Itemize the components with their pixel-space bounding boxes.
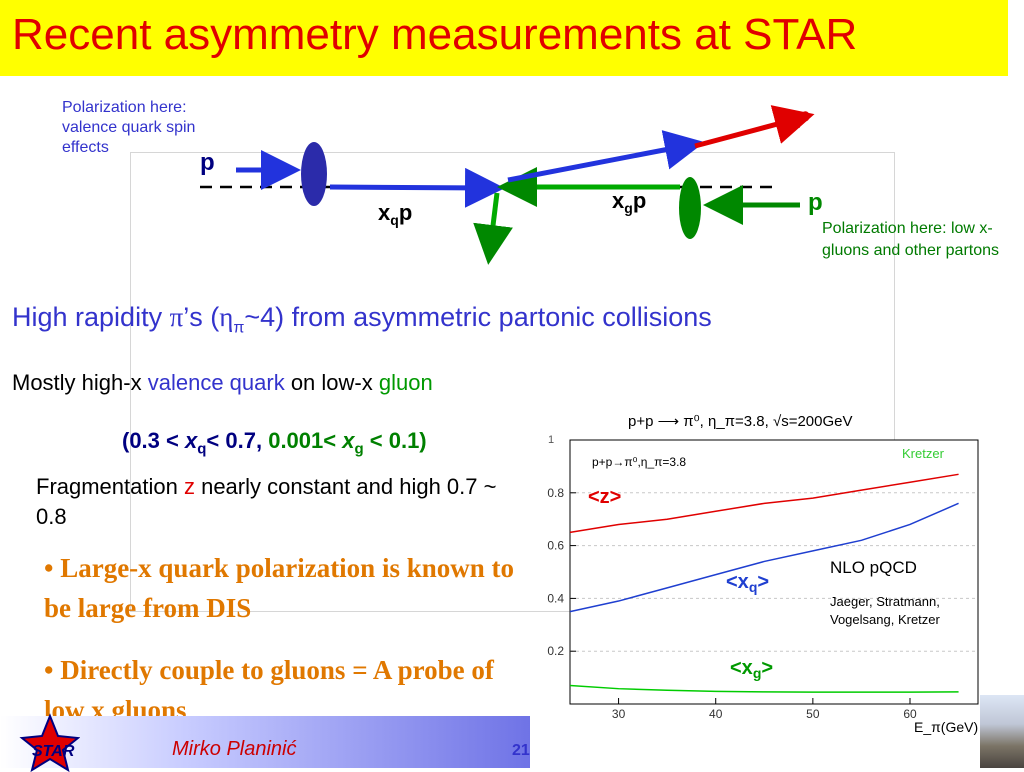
xqp-label: xqp bbox=[378, 200, 412, 228]
frame-border bbox=[130, 152, 895, 612]
series-line-2 bbox=[569, 684, 959, 693]
x-tick-label: 30 bbox=[612, 707, 626, 721]
collision-diagram: p p xqp xgp π⁰ bbox=[200, 105, 823, 265]
xgp-label: xgp bbox=[612, 188, 646, 216]
bullet-large-x: • Large-x quark polarization is known to… bbox=[44, 553, 514, 623]
series-line-1 bbox=[569, 502, 959, 613]
authors-annotation: Jaeger, Stratmann, Vogelsang, Kretzer bbox=[830, 594, 943, 627]
jet-blue-arrow bbox=[507, 130, 705, 183]
pi0-label: π⁰ bbox=[784, 108, 810, 133]
note-right: Polarization here: low x-gluons and othe… bbox=[822, 220, 1000, 259]
series-label-z: <z> bbox=[588, 486, 621, 508]
kinematics-chart: 0.2 0.4 0.6 0.8 30 40 50 60 p+p ⟶ π⁰, η_π=3.8, … bbox=[547, 413, 979, 735]
series-line-0 bbox=[569, 473, 959, 534]
p-right-label: p bbox=[808, 189, 823, 216]
proton-right-ellipse bbox=[679, 177, 701, 239]
series-label-xg: <xg> bbox=[730, 657, 773, 681]
chart-top-label: p+p ⟶ π⁰, η_π=3.8, √s=200GeV bbox=[628, 413, 853, 430]
proton-left-ellipse bbox=[301, 142, 327, 206]
x-tick-label: 40 bbox=[709, 707, 723, 721]
note-left: Polarization here: valence quark spin ef… bbox=[62, 99, 196, 156]
valence-gluon-line: Mostly high-x valence quark on low-x glu… bbox=[12, 370, 433, 395]
x-tick-label: 60 bbox=[903, 707, 917, 721]
star-logo: STAR bbox=[19, 713, 80, 772]
jet-green-arrow bbox=[473, 192, 513, 265]
x-ranges: (0.3 < xq< 0.7, 0.001< xg < 0.1) bbox=[122, 428, 427, 458]
p-left-label: p bbox=[200, 149, 215, 176]
corner-photo bbox=[980, 695, 1024, 768]
y-tick-label: 0.2 bbox=[547, 644, 564, 658]
y-tick-label: 0.6 bbox=[547, 539, 564, 553]
authors-line-1: Jaeger, Stratmann, bbox=[830, 594, 940, 609]
page-title: Recent asymmetry measurements at STAR bbox=[12, 10, 858, 59]
fragmentation-text: Fragmentation z nearly constant and high… bbox=[36, 474, 497, 529]
page-number: 21 bbox=[512, 742, 530, 759]
chart-xlabel: E_π(GeV) bbox=[914, 719, 978, 735]
chart-inner-label: p+p→π⁰,η_π=3.8 bbox=[592, 455, 686, 469]
y-tick-label: 0.4 bbox=[547, 591, 564, 605]
nlo-annotation: NLO pQCD bbox=[830, 558, 917, 577]
x-tick-label: 50 bbox=[806, 707, 820, 721]
title-bar: Recent asymmetry measurements at STAR bbox=[0, 0, 1008, 76]
authors-line-2: Vogelsang, Kretzer bbox=[830, 612, 941, 627]
chart-corner-label: Kretzer bbox=[902, 446, 945, 461]
y-tick-label: 0.8 bbox=[547, 486, 564, 500]
chart-frame bbox=[569, 439, 979, 705]
physics-heading: High rapidity π’s (ηπ~4) from asymmetric… bbox=[12, 302, 712, 337]
author-name: Mirko Planinić bbox=[172, 738, 297, 760]
series-label-xq: <xq> bbox=[726, 571, 769, 595]
chart-y-top-label: 1 bbox=[548, 434, 554, 446]
pi0-arrow bbox=[694, 105, 815, 149]
quark-arrow bbox=[329, 167, 505, 208]
star-logo-text: STAR bbox=[32, 743, 75, 760]
footer-bar bbox=[0, 716, 530, 768]
